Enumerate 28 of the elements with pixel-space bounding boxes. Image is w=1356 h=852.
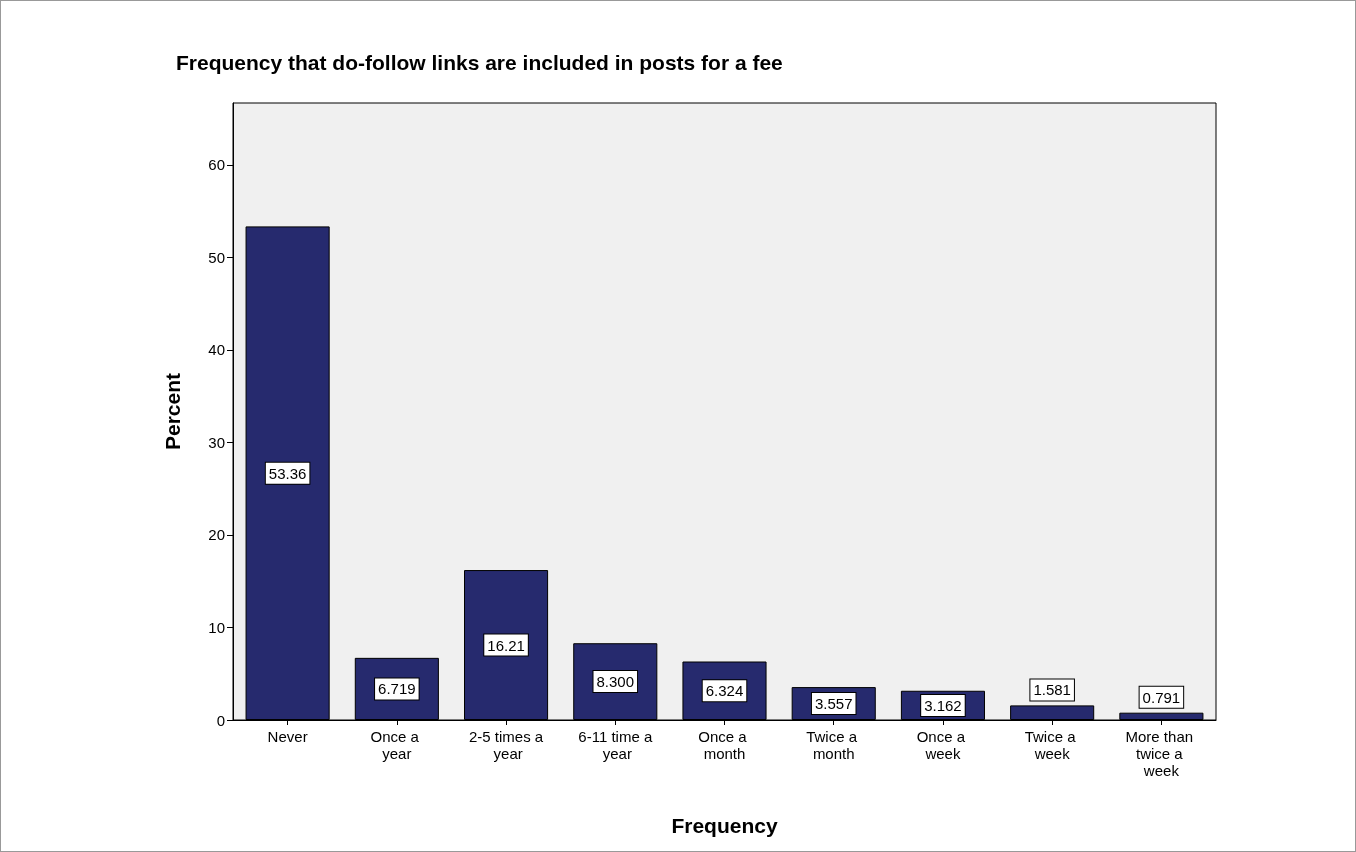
y-tick-label: 40 [208, 341, 225, 359]
data-label: 6.324 [705, 682, 744, 700]
y-tick-label: 50 [208, 248, 225, 266]
x-tick-label: 6-11 time a year [578, 728, 653, 762]
data-label: 0.791 [1142, 688, 1181, 706]
x-tick-label: Never [267, 728, 308, 745]
x-axis-title: Frequency [671, 814, 778, 837]
data-label: 3.162 [924, 696, 962, 714]
data-label: 16.21 [487, 636, 525, 654]
x-tick-label: Once a year [370, 728, 424, 762]
data-label: 6.719 [378, 680, 416, 698]
chart-title: Frequency that do-follow links are included in posts for a fee [176, 51, 783, 74]
data-label: 8.300 [596, 673, 635, 691]
x-tick-label: Twice a week [1024, 728, 1080, 762]
x-tick-label: Twice a month [806, 728, 862, 762]
data-label: 53.36 [268, 464, 307, 482]
y-tick-label: 10 [208, 619, 225, 636]
x-tick-label: Once a month [698, 728, 751, 762]
y-tick-label: 30 [208, 433, 225, 451]
y-axis-title: Percent [161, 372, 184, 451]
y-tick-label: 60 [208, 156, 225, 174]
y-tick-label: 20 [208, 526, 225, 544]
y-tick-label: 0 [216, 711, 225, 729]
x-tick-label: More than twice a week [1125, 728, 1198, 779]
data-label: 3.557 [814, 695, 853, 713]
data-label: 1.581 [1033, 681, 1071, 699]
x-tick-label: Once a week [916, 728, 970, 762]
x-tick-label: 2-5 times a year [468, 728, 544, 762]
